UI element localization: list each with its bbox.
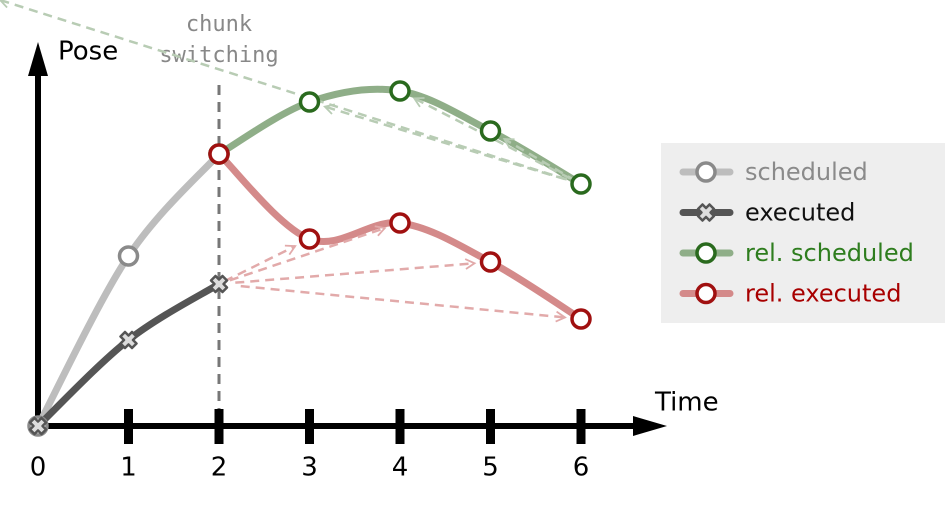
legend-marker: [695, 242, 717, 264]
point-marker: [209, 274, 229, 294]
series-line: [34, 280, 223, 430]
x-tick-label: 3: [301, 453, 318, 483]
relation-arrow: [229, 225, 387, 282]
point-marker: [389, 80, 411, 102]
relation-arrow: [323, 103, 566, 181]
y-label: Pose: [58, 37, 118, 67]
point-marker: [208, 143, 230, 165]
y-arrow: [28, 42, 48, 76]
legend-label: executed: [745, 199, 855, 227]
point-marker: [570, 173, 592, 195]
x-label: Time: [654, 388, 719, 418]
legend-marker: [696, 203, 716, 222]
x-tick-label: 5: [482, 453, 499, 483]
series-line: [215, 85, 585, 188]
x-tick-label: 6: [573, 453, 590, 483]
legend-marker: [695, 161, 717, 183]
point-marker: [117, 245, 140, 267]
point-marker: [298, 228, 321, 250]
relation-arrow: [223, 244, 297, 283]
point-marker: [298, 91, 321, 113]
series-line: [34, 150, 223, 430]
legend-marker: [695, 282, 717, 305]
x-tick-label: 1: [120, 453, 137, 483]
relation-arrow: [240, 284, 567, 323]
relation-arrow: [502, 138, 577, 182]
x-arrow: [633, 416, 667, 436]
x-tick-label: 0: [30, 453, 47, 483]
point-marker: [479, 251, 502, 273]
series-line: [215, 150, 585, 323]
relation-arrow: [235, 258, 477, 284]
x-tick-label: 2: [211, 453, 228, 483]
relation-arrow: [0, 0, 582, 186]
annotation: chunk: [186, 12, 252, 37]
legend-label: rel. executed: [745, 280, 901, 308]
legend-label: scheduled: [745, 158, 868, 186]
point-marker: [119, 330, 138, 350]
legend-label: rel. scheduled: [745, 239, 914, 267]
point-marker: [389, 212, 411, 234]
point-marker: [28, 416, 48, 436]
point-marker: [479, 120, 502, 142]
x-tick-label: 4: [392, 453, 409, 483]
point-marker: [570, 308, 592, 330]
